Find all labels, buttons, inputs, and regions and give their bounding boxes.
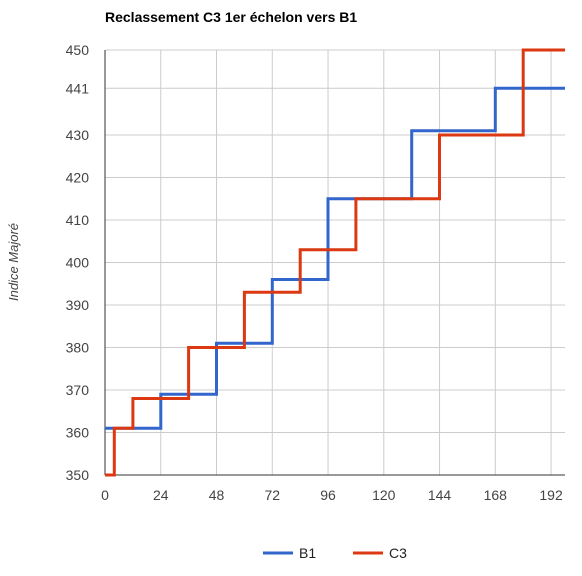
- series-lines: [105, 48, 565, 477]
- y-tick-label: 370: [66, 382, 90, 398]
- x-tick-label: 72: [264, 487, 280, 503]
- y-axis-label: Indice Majoré: [6, 223, 21, 301]
- series-line-b1: [105, 86, 565, 430]
- y-tick-label: 380: [66, 340, 90, 356]
- x-tick-label: 192: [539, 487, 563, 503]
- y-tick-label: 430: [66, 127, 90, 143]
- y-tick-label: 420: [66, 170, 90, 186]
- x-tick-label: 24: [153, 487, 169, 503]
- x-tick-label: 144: [428, 487, 452, 503]
- y-tick-label: 450: [66, 42, 90, 58]
- x-tick-label: 96: [320, 487, 336, 503]
- y-tick-label: 350: [66, 467, 90, 483]
- y-tick-label: 410: [66, 212, 90, 228]
- legend-label-b1: B1: [299, 545, 316, 561]
- y-tick-label: 400: [66, 255, 90, 271]
- chart-title: Reclassement C3 1er échelon vers B1: [105, 9, 357, 25]
- axes: [104, 50, 565, 476]
- y-tick-label: 390: [66, 297, 90, 313]
- series-line-c3: [105, 48, 565, 477]
- x-tick-label: 48: [209, 487, 225, 503]
- legend-label-c3: C3: [389, 545, 407, 561]
- x-tick-label: 168: [484, 487, 508, 503]
- y-tick-label: 360: [66, 425, 90, 441]
- x-tick-label: 120: [372, 487, 396, 503]
- x-tick-label: 0: [101, 487, 109, 503]
- tick-labels: 350 360 370 380 390 400 410 420 430 441 450 0 24 48 72…: [66, 42, 563, 503]
- y-tick-label: 441: [66, 80, 90, 96]
- legend: B1 C3: [263, 545, 407, 561]
